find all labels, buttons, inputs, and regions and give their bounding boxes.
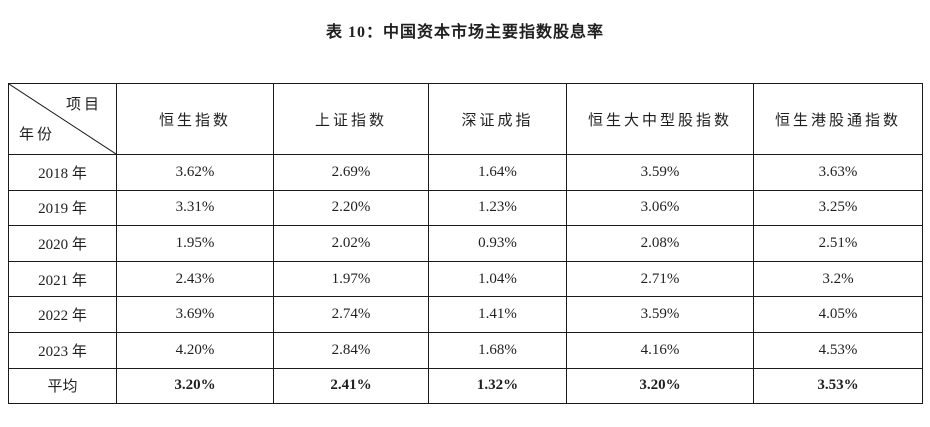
value-cell: 4.05%: [753, 296, 923, 333]
dividend-yield-table: 项目 年份 恒生指数 上证指数 深证成指 恒生大中型股指数 恒生港股通指数 20…: [8, 83, 923, 405]
row-label: 2019 年: [8, 189, 117, 227]
value-cell: 3.2%: [753, 260, 923, 298]
corner-label-item: 项目: [65, 97, 102, 113]
value-cell: 1.68%: [428, 331, 567, 369]
value-cell: 3.63%: [753, 154, 923, 191]
value-cell: 4.53%: [753, 331, 923, 369]
value-cell: 3.20%: [566, 367, 754, 405]
value-cell: 2.84%: [273, 331, 429, 369]
row-label: 2018 年: [8, 154, 117, 191]
value-cell: 3.20%: [116, 367, 274, 405]
value-cell: 4.20%: [116, 331, 274, 369]
table-header-row: 项目 年份 恒生指数 上证指数 深证成指 恒生大中型股指数 恒生港股通指数: [8, 83, 923, 155]
value-cell: 2.71%: [566, 260, 754, 298]
value-cell: 2.43%: [116, 260, 274, 298]
row-label: 2023 年: [8, 331, 117, 369]
value-cell: 3.31%: [116, 189, 274, 227]
value-cell: 2.74%: [273, 296, 429, 333]
value-cell: 3.62%: [116, 154, 274, 191]
value-cell: 3.25%: [753, 189, 923, 227]
column-header-hs-stock-connect: 恒生港股通指数: [753, 83, 923, 155]
value-cell: 3.06%: [566, 189, 754, 227]
value-cell: 2.02%: [273, 225, 429, 262]
column-header-hang-seng: 恒生指数: [116, 83, 274, 155]
corner-label-year: 年份: [19, 127, 56, 143]
row-label-average: 平均: [8, 367, 117, 405]
table-row-2022: 2022 年 3.69% 2.74% 1.41% 3.59% 4.05%: [8, 296, 923, 333]
value-cell: 1.41%: [428, 296, 567, 333]
value-cell: 3.59%: [566, 296, 754, 333]
page-title: 表 10：中国资本市场主要指数股息率: [325, 24, 604, 41]
value-cell: 3.69%: [116, 296, 274, 333]
value-cell: 3.53%: [753, 367, 923, 405]
value-cell: 2.69%: [273, 154, 429, 191]
value-cell: 2.08%: [566, 225, 754, 262]
value-cell: 1.95%: [116, 225, 274, 262]
table-row-2021: 2021 年 2.43% 1.97% 1.04% 2.71% 3.2%: [8, 260, 923, 298]
column-header-shenzhen-component: 深证成指: [428, 83, 567, 155]
value-cell: 0.93%: [428, 225, 567, 262]
value-cell: 1.04%: [428, 260, 567, 298]
value-cell: 2.51%: [753, 225, 923, 262]
value-cell: 2.20%: [273, 189, 429, 227]
table-row-2020: 2020 年 1.95% 2.02% 0.93% 2.08% 2.51%: [8, 225, 923, 262]
value-cell: 1.32%: [428, 367, 567, 405]
row-label: 2020 年: [8, 225, 117, 262]
value-cell: 3.59%: [566, 154, 754, 191]
value-cell: 2.41%: [273, 367, 429, 405]
table-row-2023: 2023 年 4.20% 2.84% 1.68% 4.16% 4.53%: [8, 331, 923, 369]
value-cell: 1.64%: [428, 154, 567, 191]
table-row-2019: 2019 年 3.31% 2.20% 1.23% 3.06% 3.25%: [8, 189, 923, 227]
column-header-hs-largemid-cap: 恒生大中型股指数: [566, 83, 754, 155]
table-row-2018: 2018 年 3.62% 2.69% 1.64% 3.59% 3.63%: [8, 154, 923, 191]
corner-cell: 项目 年份: [8, 83, 117, 155]
row-label: 2021 年: [8, 260, 117, 298]
column-header-shanghai-composite: 上证指数: [273, 83, 429, 155]
value-cell: 4.16%: [566, 331, 754, 369]
diagonal-divider: [9, 84, 116, 154]
value-cell: 1.23%: [428, 189, 567, 227]
row-label: 2022 年: [8, 296, 117, 333]
table-row-average: 平均 3.20% 2.41% 1.32% 3.20% 3.53%: [8, 367, 923, 405]
value-cell: 1.97%: [273, 260, 429, 298]
